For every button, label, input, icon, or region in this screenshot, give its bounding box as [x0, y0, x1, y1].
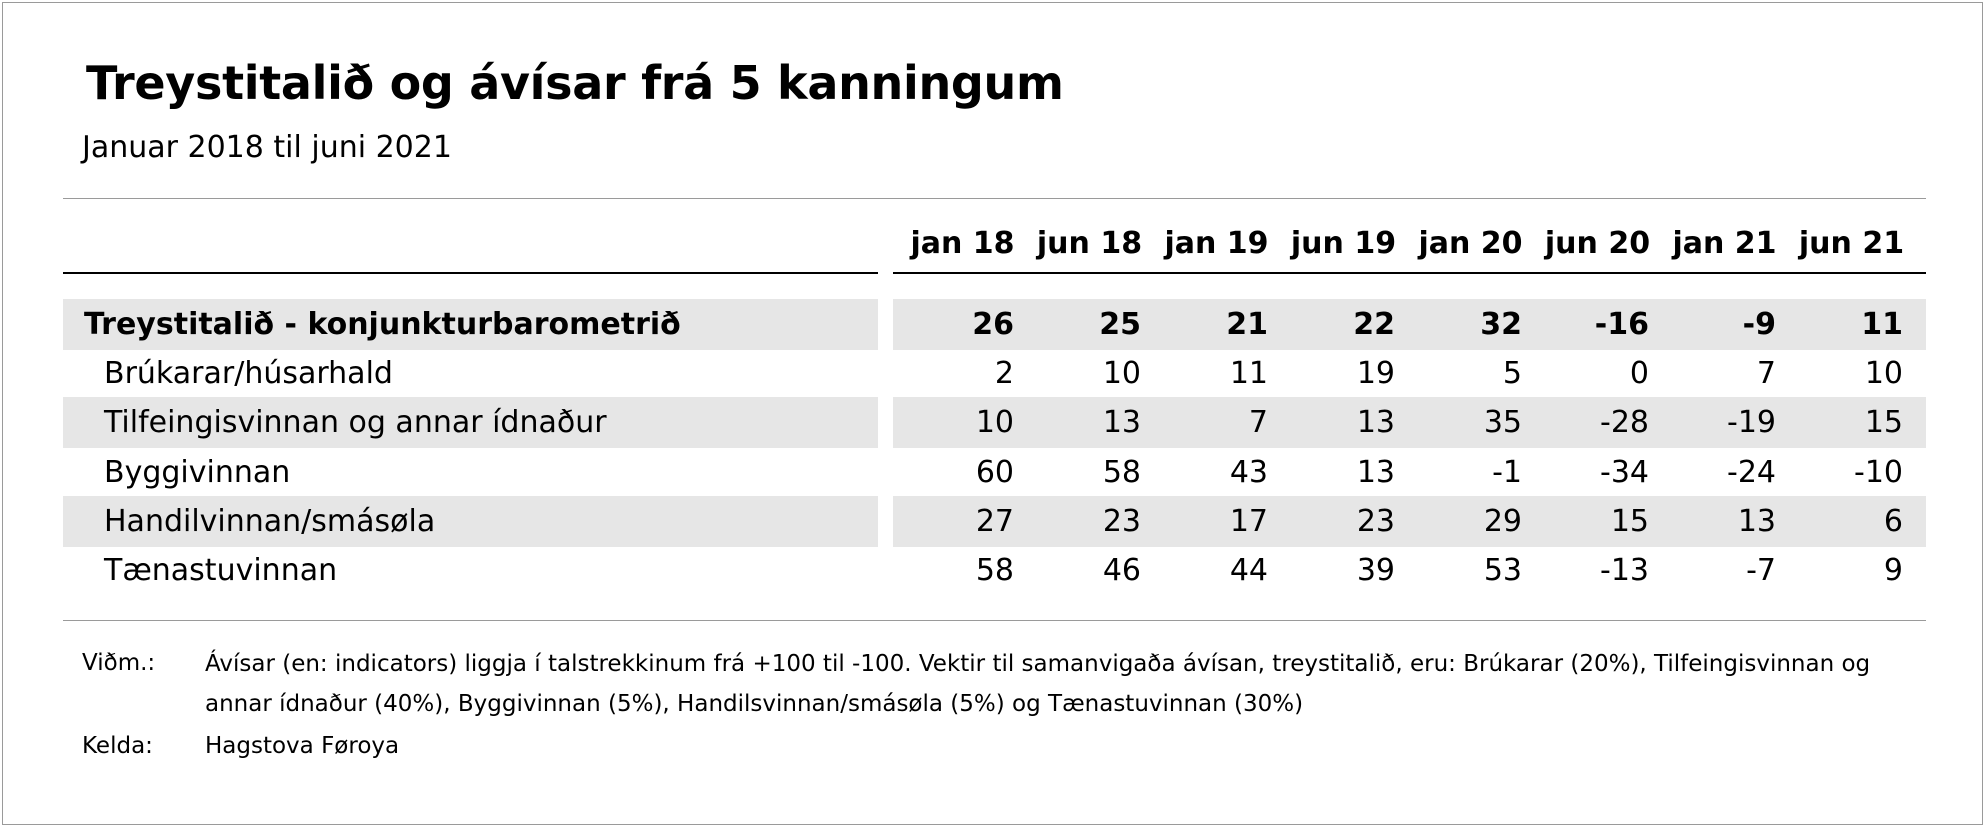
table-cell: 13: [1737, 503, 1776, 539]
table-cell: 17: [1229, 503, 1268, 539]
table-cell: 23: [1356, 503, 1395, 539]
chart-title: Treystitalið og ávísar frá 5 kanningum: [86, 56, 1064, 110]
table-cell: 10: [1102, 356, 1141, 392]
table-cell: 10: [1864, 356, 1903, 392]
table-cell: 43: [1229, 454, 1268, 490]
column-header: jun 20: [1544, 226, 1651, 261]
table-cell: 10: [975, 405, 1014, 441]
column-header: jan 21: [1672, 226, 1777, 261]
table-cell: 39: [1356, 553, 1395, 588]
row-shading: [63, 495, 878, 547]
table-cell: 11: [1229, 356, 1268, 392]
table-cell: 19: [1356, 356, 1395, 392]
notes-label: Viðm.:: [82, 650, 156, 676]
table-cell: -16: [1594, 307, 1649, 342]
table-cell: -1: [1492, 454, 1522, 490]
bottom-divider: [63, 620, 1926, 621]
table-cell: 29: [1483, 503, 1522, 539]
row-shading: [893, 495, 1926, 547]
table-cell: 0: [1629, 356, 1649, 392]
table-cell: -34: [1600, 454, 1649, 490]
row-shading: [893, 299, 1926, 350]
table-cell: 46: [1102, 553, 1141, 588]
table-cell: 7: [1756, 356, 1776, 392]
row-label: Handilvinnan/smásøla: [104, 503, 436, 539]
table-cell: 26: [972, 307, 1014, 342]
table-cell: 23: [1102, 503, 1141, 539]
table-cell: 15: [1610, 503, 1649, 539]
table-cell: 5: [1502, 356, 1522, 392]
table-cell: 25: [1099, 307, 1141, 342]
table-cell: -13: [1600, 553, 1649, 588]
table-cell: 32: [1480, 307, 1522, 342]
table-cell: -19: [1727, 405, 1776, 441]
table-cell: 21: [1226, 307, 1268, 342]
row-label: Tænastuvinnan: [104, 553, 338, 588]
source-text: Hagstova Føroya: [205, 733, 400, 759]
table-cell: 6: [1883, 503, 1903, 539]
row-label: Brúkarar/húsarhald: [104, 356, 393, 392]
values-header-underline: [893, 272, 1926, 274]
notes-text: Ávísar (en: indicators) liggja í talstre…: [205, 651, 1871, 717]
table-cell: 44: [1229, 553, 1268, 588]
row-label: Byggivinnan: [104, 454, 291, 490]
column-header: jun 19: [1290, 226, 1397, 261]
column-header: jun 18: [1036, 226, 1143, 261]
table-cell: 58: [1102, 454, 1141, 490]
row-shading: [893, 397, 1926, 449]
column-header: jan 20: [1418, 226, 1523, 261]
table-cell: 2: [994, 356, 1014, 392]
column-header: jun 21: [1798, 226, 1905, 261]
table-cell: 53: [1483, 553, 1522, 588]
row-shading: [63, 299, 878, 350]
row-label: Treystitalið - konjunkturbarometrið: [84, 307, 681, 342]
table-cell: 58: [975, 553, 1014, 588]
table-cell: 27: [975, 503, 1014, 539]
table-cell: 13: [1356, 405, 1395, 441]
table-cell: 60: [975, 454, 1014, 490]
table-cell: -9: [1742, 307, 1776, 342]
label-header-underline: [63, 272, 878, 274]
table-cell: 9: [1883, 553, 1903, 588]
table-cell: 35: [1483, 405, 1522, 441]
source-label: Kelda:: [82, 733, 153, 759]
table-cell: -28: [1600, 405, 1649, 441]
table-cell: -24: [1727, 454, 1776, 490]
row-label: Tilfeingisvinnan og annar ídnaður: [104, 405, 607, 441]
table-cell: -10: [1854, 454, 1903, 490]
column-header: jan 18: [910, 226, 1015, 261]
row-shading: [63, 397, 878, 449]
chart-subtitle: Januar 2018 til juni 2021: [82, 130, 452, 165]
table-cell: 15: [1864, 405, 1903, 441]
table-cell: 11: [1861, 307, 1903, 342]
table-cell: 13: [1356, 454, 1395, 490]
table-cell: 13: [1102, 405, 1141, 441]
table-cell: -7: [1746, 553, 1776, 588]
table-cell: 22: [1353, 307, 1395, 342]
top-divider: [63, 198, 1926, 199]
column-header: jan 19: [1164, 226, 1269, 261]
table-cell: 7: [1248, 405, 1268, 441]
